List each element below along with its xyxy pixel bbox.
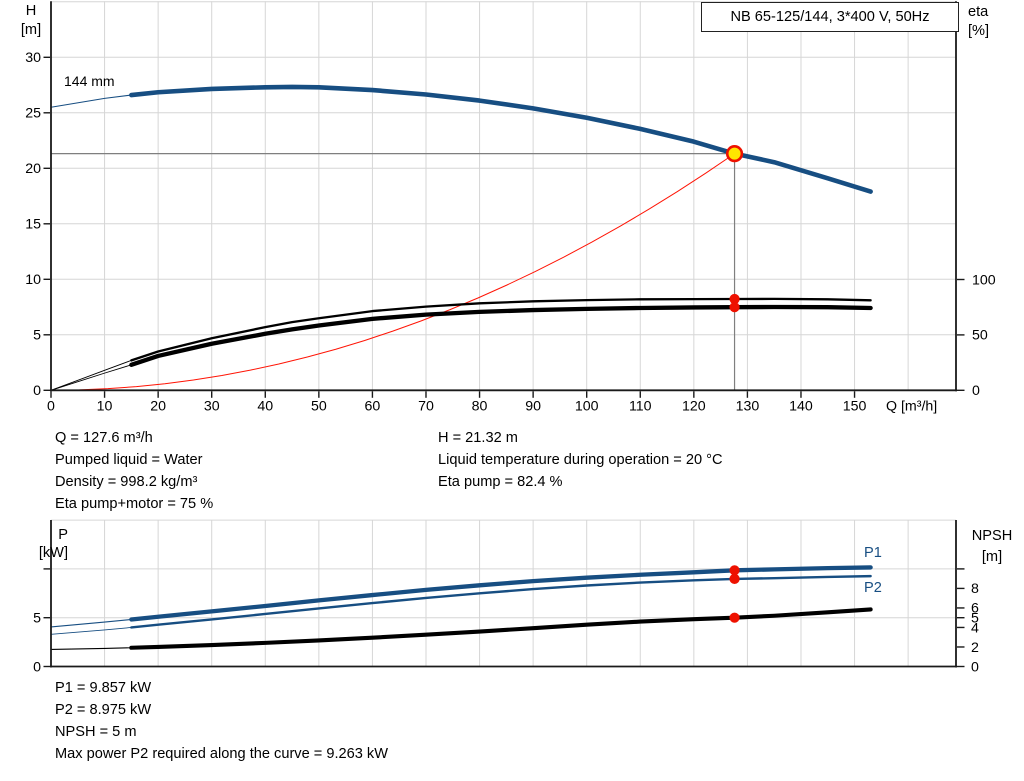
info-flow: Q = 127.6 m³/h bbox=[55, 430, 153, 446]
npsh-axis-letter: NPSH bbox=[971, 528, 1013, 544]
p-tick-label: 5 bbox=[33, 611, 41, 627]
curve-eta-pump-plus-motor bbox=[129, 304, 873, 367]
h-tick-label: 10 bbox=[25, 272, 41, 288]
top-x-tick-label: 10 bbox=[97, 399, 113, 415]
top-x-tick-label: 110 bbox=[629, 399, 652, 415]
info-density: Density = 998.2 kg/m³ bbox=[55, 474, 198, 490]
eta-axis-letter: eta bbox=[968, 4, 989, 20]
h-axis-unit: [m] bbox=[20, 22, 42, 38]
info-p2: P2 = 8.975 kW bbox=[55, 702, 152, 718]
top-x-tick-label: 60 bbox=[365, 399, 381, 415]
top-x-tick-label: 140 bbox=[789, 399, 813, 415]
h-tick-label: 0 bbox=[33, 383, 41, 399]
info-temperature: Liquid temperature during operation = 20… bbox=[438, 452, 723, 468]
npsh-tick-label: 0 bbox=[971, 659, 979, 675]
duty-info-right: H = 21.32 m Liquid temperature during op… bbox=[438, 427, 723, 493]
h-tick-label: 15 bbox=[25, 217, 41, 233]
top-x-tick-label: 80 bbox=[472, 399, 488, 415]
top-x-tick-label: 120 bbox=[682, 399, 706, 415]
h-tick-label: 20 bbox=[25, 161, 41, 177]
npsh-tick-label: 5 bbox=[971, 611, 979, 627]
h-tick-label: 30 bbox=[25, 50, 41, 66]
duty-info-left: Q = 127.6 m³/h Pumped liquid = Water Den… bbox=[55, 427, 213, 515]
curve-P2 bbox=[130, 574, 872, 629]
top-x-tick-label: 150 bbox=[843, 399, 867, 415]
top-x-tick-label: 50 bbox=[311, 399, 327, 415]
curve-eta-pump bbox=[130, 297, 872, 362]
p2-curve-label: P2 bbox=[864, 580, 882, 596]
eta-axis-unit: [%] bbox=[968, 23, 990, 39]
p-axis-letter: P bbox=[58, 527, 68, 543]
p-tick-label: 0 bbox=[33, 659, 41, 675]
npsh-axis-label: NPSH [m] bbox=[966, 526, 1018, 568]
npsh-tick-label: 6 bbox=[971, 601, 979, 617]
q-axis-unit-label: Q [m³/h] bbox=[886, 399, 937, 415]
eta-tick-label: 0 bbox=[972, 383, 980, 399]
pump-title-box: NB 65-125/144, 3*400 V, 50Hz bbox=[701, 2, 959, 32]
p1-curve-label: P1 bbox=[864, 545, 882, 561]
h-axis-label: H [m] bbox=[8, 2, 54, 40]
eta-motor-duty-dot bbox=[729, 302, 740, 313]
power-info: P1 = 9.857 kW P2 = 8.975 kW NPSH = 5 m M… bbox=[55, 677, 388, 765]
p2-duty-dot bbox=[729, 573, 740, 585]
top-x-tick-label: 20 bbox=[150, 399, 166, 415]
info-liquid: Pumped liquid = Water bbox=[55, 452, 203, 468]
npsh-tick-label: 2 bbox=[971, 640, 979, 656]
info-head: H = 21.32 m bbox=[438, 430, 518, 446]
info-max-power: Max power P2 required along the curve = … bbox=[55, 746, 388, 762]
info-eta-pump-motor: Eta pump+motor = 75 % bbox=[55, 496, 214, 512]
h-tick-label: 5 bbox=[33, 328, 41, 344]
system-curve bbox=[50, 153, 735, 391]
top-x-tick-label: 70 bbox=[418, 399, 434, 415]
top-x-tick-label: 90 bbox=[525, 399, 541, 415]
h-tick-label: 25 bbox=[25, 106, 41, 122]
npsh-axis-unit: [m] bbox=[981, 549, 1003, 565]
top-x-tick-label: 100 bbox=[575, 399, 599, 415]
top-x-tick-label: 0 bbox=[47, 399, 55, 415]
impeller-diameter-label: 144 mm bbox=[64, 73, 115, 89]
npsh-tick-label: 8 bbox=[971, 581, 979, 597]
duty-point-marker bbox=[725, 145, 744, 163]
eta-tick-label: 50 bbox=[972, 328, 988, 344]
eta-tick-label: 100 bbox=[972, 272, 996, 288]
info-p1: P1 = 9.857 kW bbox=[55, 680, 152, 696]
eta-axis-label: eta [%] bbox=[968, 3, 989, 41]
p1-duty-dot bbox=[729, 565, 740, 576]
curve-P1 bbox=[129, 565, 873, 622]
curve-NPSH bbox=[129, 607, 873, 650]
npsh-tick-label: 4 bbox=[971, 620, 979, 636]
p-axis-label: P [kW] bbox=[20, 526, 68, 562]
top-x-tick-label: 130 bbox=[736, 399, 760, 415]
top-x-tick-label: 30 bbox=[204, 399, 220, 415]
curve-pump-curve-144mm bbox=[129, 84, 873, 194]
info-eta-pump: Eta pump = 82.4 % bbox=[438, 474, 563, 490]
top-x-tick-label: 40 bbox=[257, 399, 273, 415]
h-axis-letter: H bbox=[25, 3, 37, 19]
info-npsh: NPSH = 5 m bbox=[55, 724, 137, 740]
p-axis-unit: [kW] bbox=[38, 545, 68, 561]
eta-pump-duty-dot bbox=[729, 293, 740, 305]
npsh-duty-dot bbox=[729, 612, 740, 623]
